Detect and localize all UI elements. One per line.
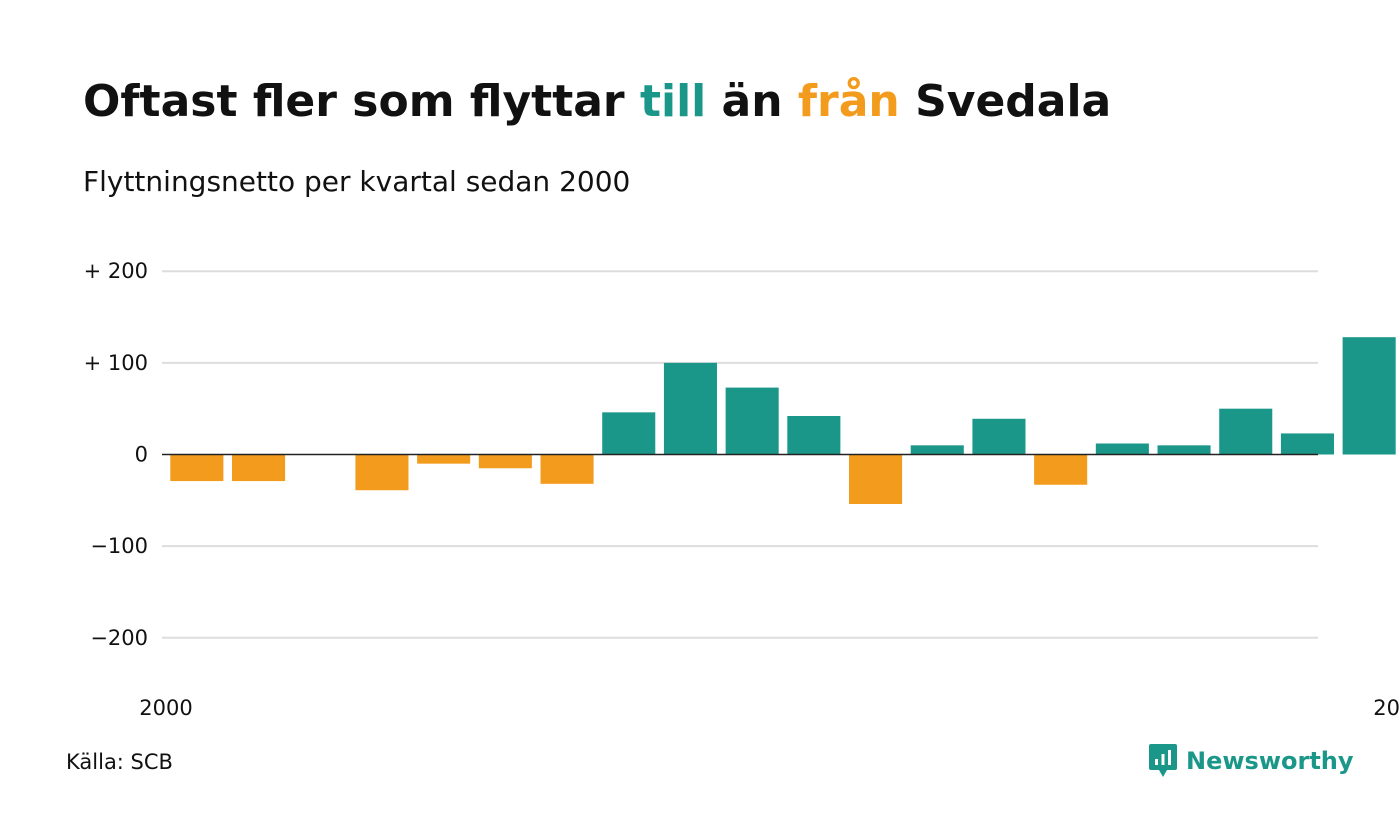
y-tick-label: −100	[90, 534, 148, 558]
x-tick-label: 2000	[139, 696, 192, 720]
bar	[602, 412, 656, 455]
newsworthy-logo-icon	[1149, 744, 1177, 777]
y-tick-label: + 100	[84, 351, 148, 375]
chart-subtitle: Flyttningsnetto per kvartal sedan 2000	[83, 165, 631, 198]
gridlines	[162, 270, 1318, 639]
bar	[972, 418, 1026, 455]
bar	[1095, 443, 1149, 455]
title-part1: Oftast fler som flyttar	[83, 76, 640, 127]
bar	[663, 362, 717, 455]
brand-name: Newsworthy	[1186, 747, 1354, 775]
bar	[478, 454, 532, 469]
brand-logo: Newsworthy	[1148, 743, 1354, 779]
y-tick-label: −200	[90, 626, 148, 650]
bar	[910, 445, 964, 455]
bar	[417, 454, 471, 464]
title-part2: än	[706, 76, 798, 127]
bar	[355, 454, 409, 491]
bar	[849, 454, 903, 504]
chart-title: Oftast fler som flyttar till än från Sve…	[83, 74, 1111, 130]
bar	[232, 454, 286, 482]
bar	[787, 416, 841, 455]
y-axis-ticks: + 200 + 100 0 −100 −200	[84, 259, 148, 650]
bars	[170, 337, 1396, 504]
x-axis-ticks: 20002005201020152020	[139, 696, 1400, 720]
bar	[540, 454, 594, 484]
title-word-negative: från	[797, 76, 900, 127]
bar	[1157, 445, 1211, 455]
bar	[1034, 454, 1088, 485]
x-tick-label: 2005	[1373, 696, 1400, 720]
bar	[1219, 408, 1273, 455]
source-label: Källa: SCB	[66, 750, 173, 774]
bar	[1342, 337, 1396, 455]
title-word-positive: till	[639, 76, 707, 127]
y-tick-label: 0	[135, 443, 148, 467]
bar	[725, 387, 779, 455]
bar	[170, 454, 224, 482]
title-part3: Svedala	[899, 76, 1112, 127]
y-tick-label: + 200	[84, 259, 148, 283]
bar	[1280, 433, 1334, 455]
